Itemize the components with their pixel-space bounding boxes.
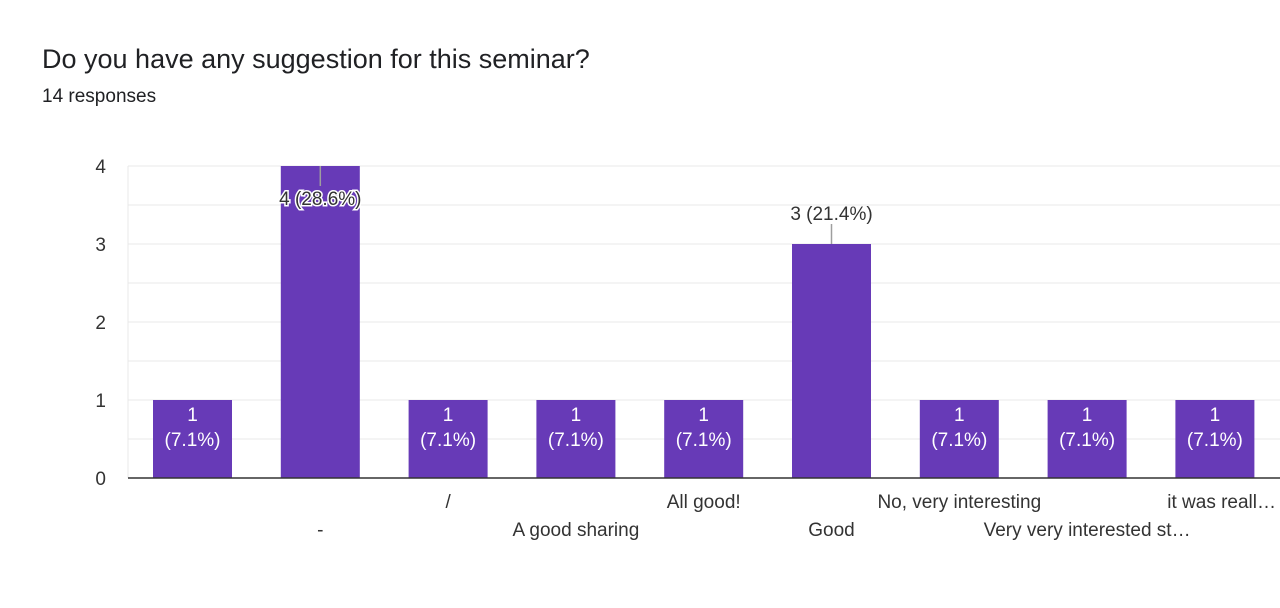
bar — [919, 400, 999, 478]
data-label: 4 (28.6%) — [279, 189, 361, 210]
data-label: (7.1%) — [931, 430, 987, 451]
data-label: (7.1%) — [165, 430, 221, 451]
data-label: 1 — [443, 405, 454, 426]
data-label: 1 — [1082, 405, 1093, 426]
x-tick-label: - — [317, 520, 323, 541]
bar — [280, 166, 360, 478]
bar — [1175, 400, 1255, 478]
y-tick-label: 4 — [95, 157, 106, 178]
y-tick-label: 3 — [95, 235, 106, 256]
x-tick-label: A good sharing — [513, 520, 640, 541]
x-tick-label: Good — [808, 520, 854, 541]
data-label: (7.1%) — [1059, 430, 1115, 451]
x-tick-label: No, very interesting — [877, 492, 1041, 513]
response-count: 14 responses — [42, 86, 157, 107]
x-tick-label: Very very interested st… — [984, 520, 1191, 541]
question-title: Do you have any suggestion for this semi… — [42, 44, 590, 74]
data-label: 3 (21.4%) — [790, 204, 872, 225]
x-tick-label: All good! — [667, 492, 741, 513]
data-label: 1 — [698, 405, 709, 426]
bar — [664, 400, 744, 478]
bar — [792, 244, 871, 478]
bar — [153, 400, 232, 478]
bar — [408, 400, 488, 478]
data-label: 1 — [1210, 405, 1221, 426]
bar — [536, 400, 616, 478]
data-label: 1 — [571, 405, 582, 426]
data-label: (7.1%) — [1187, 430, 1243, 451]
data-label: 1 — [954, 405, 965, 426]
y-tick-label: 1 — [95, 391, 106, 412]
data-label: (7.1%) — [676, 430, 732, 451]
y-tick-label: 0 — [95, 469, 106, 490]
data-label: (7.1%) — [420, 430, 476, 451]
data-label: (7.1%) — [548, 430, 604, 451]
y-tick-label: 2 — [95, 313, 106, 334]
bar — [1047, 400, 1127, 478]
x-tick-label: / — [445, 492, 451, 513]
x-tick-label: it was reall… — [1167, 492, 1276, 513]
data-label: 1 — [187, 405, 198, 426]
